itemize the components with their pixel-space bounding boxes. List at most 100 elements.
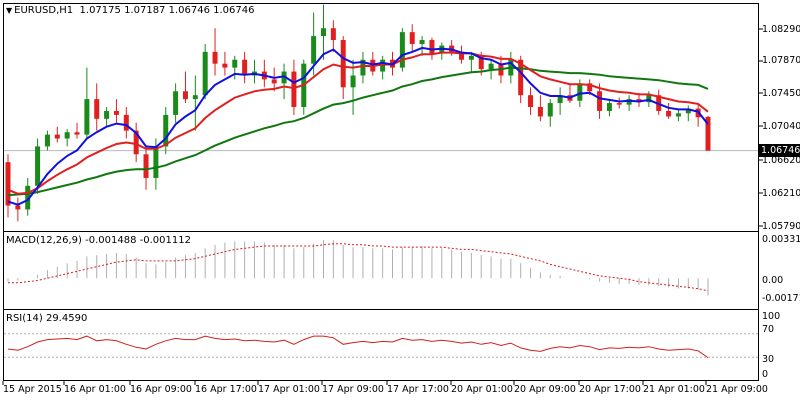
- macd-label: 0.003318: [762, 234, 800, 245]
- time-label: 21 Apr 01:00: [643, 384, 705, 395]
- candle-bear: [666, 110, 672, 117]
- candle-bear: [74, 132, 80, 135]
- candle-bull: [163, 114, 169, 147]
- candle-bull: [419, 40, 425, 44]
- candle-bear: [5, 162, 11, 206]
- time-label: 16 Apr 01:00: [64, 384, 126, 395]
- candle-bear: [459, 51, 465, 60]
- candle-bear: [242, 59, 248, 76]
- price-label: 1.07450: [762, 88, 800, 99]
- candle-bull: [360, 59, 366, 76]
- candle-bear: [429, 40, 435, 54]
- time-label: 17 Apr 09:00: [322, 384, 384, 395]
- candle-bull: [626, 99, 632, 105]
- current-price-marker: 1.06746: [759, 144, 800, 157]
- rsi-label: 100: [762, 311, 781, 322]
- candle-bull: [153, 146, 159, 178]
- candle-bear: [123, 114, 129, 131]
- candle-bull: [557, 95, 563, 104]
- time-label: 16 Apr 17:00: [195, 384, 257, 395]
- candle-bull: [202, 51, 208, 96]
- candle-bull: [84, 99, 90, 135]
- candle-bear: [94, 99, 100, 119]
- candle-bear: [705, 116, 711, 151]
- time-label: 17 Apr 17:00: [387, 384, 449, 395]
- candle-bear: [340, 40, 346, 88]
- price-scale[interactable]: 1.08290 1.07870 1.07450 1.07040 1.06620 …: [760, 0, 800, 382]
- rsi-label: 30: [762, 354, 775, 365]
- time-label: 17 Apr 01:00: [258, 384, 320, 395]
- candle-bear: [133, 130, 139, 155]
- candle-bull: [25, 185, 31, 210]
- candle-bull: [675, 113, 681, 117]
- pane-separator-macd-rsi[interactable]: [3, 309, 759, 310]
- candle-bear: [597, 91, 603, 111]
- price-label: 1.08290: [762, 24, 800, 35]
- price-label: 1.07870: [762, 55, 800, 66]
- candle-bull: [606, 103, 612, 111]
- collapse-triangle-icon[interactable]: ▼: [6, 6, 13, 15]
- rsi-line: [7, 335, 709, 359]
- candle-bear: [537, 107, 543, 117]
- macd-label: -0.001717: [762, 293, 800, 304]
- rsi-label: 70: [762, 324, 775, 335]
- candle-bull: [577, 83, 583, 101]
- time-label: 20 Apr 09:00: [514, 384, 576, 395]
- candle-bear: [271, 79, 277, 84]
- candle-bull: [380, 59, 386, 72]
- chart-frame: [3, 3, 759, 381]
- candle-bear: [222, 63, 228, 68]
- moving-average-blue: [7, 46, 709, 206]
- candle-bear: [409, 32, 415, 44]
- candle-bull: [488, 63, 494, 70]
- candle-bull: [320, 28, 326, 37]
- candle-bull: [350, 75, 356, 88]
- candle-bear: [528, 95, 534, 108]
- symbol-header: ▼ EURUSD,H1 1.07175 1.07187 1.06746 1.067…: [6, 5, 254, 16]
- candle-bull: [547, 103, 553, 117]
- time-label: 21 Apr 09:00: [706, 384, 768, 395]
- candle-bull: [173, 91, 179, 115]
- time-label: 16 Apr 09:00: [130, 384, 192, 395]
- candle-bull: [232, 59, 238, 68]
- price-label: 1.06210: [762, 188, 800, 199]
- candle-bull: [685, 108, 691, 114]
- macd-title: MACD(12,26,9) -0.001488 -0.001112: [6, 235, 191, 246]
- candle-bull: [399, 32, 405, 68]
- candle-bear: [113, 110, 119, 115]
- candle-bull: [281, 71, 287, 84]
- candle-bear: [15, 205, 21, 210]
- symbol-title: EURUSD,H1: [14, 5, 74, 16]
- candle-bear: [143, 154, 149, 178]
- candle-bull: [646, 95, 652, 103]
- price-label: 1.07040: [762, 121, 800, 132]
- moving-average-green: [7, 66, 709, 197]
- candle-bear: [291, 71, 297, 108]
- time-label: 15 Apr 2015: [3, 384, 62, 395]
- candle-bull: [104, 110, 110, 119]
- time-scale[interactable]: 15 Apr 2015 16 Apr 01:00 16 Apr 09:00 16…: [0, 383, 800, 400]
- ohlc-values: 1.07175 1.07187 1.06746 1.06746: [79, 5, 255, 16]
- pane-separator-main-macd[interactable]: [3, 231, 759, 232]
- candle-bear: [54, 134, 60, 139]
- time-label: 20 Apr 17:00: [579, 384, 641, 395]
- candle-bear: [212, 51, 218, 64]
- price-label: 1.06620: [762, 155, 800, 166]
- candle-bear: [478, 55, 484, 70]
- candle-bear: [616, 103, 622, 105]
- candle-bear: [518, 59, 524, 96]
- candle-bear: [182, 91, 188, 100]
- candle-bear: [330, 28, 336, 41]
- candle-bull: [35, 146, 41, 186]
- candle-bull: [468, 55, 474, 60]
- macd-label: 0.00: [762, 275, 784, 286]
- candle-bull: [44, 134, 50, 147]
- candle-bear: [587, 83, 593, 92]
- candle-bull: [311, 36, 317, 64]
- price-label: 1.05790: [762, 221, 800, 232]
- rsi-label: 0: [762, 369, 769, 380]
- candle-bull: [64, 132, 70, 139]
- candle-bull: [192, 95, 198, 100]
